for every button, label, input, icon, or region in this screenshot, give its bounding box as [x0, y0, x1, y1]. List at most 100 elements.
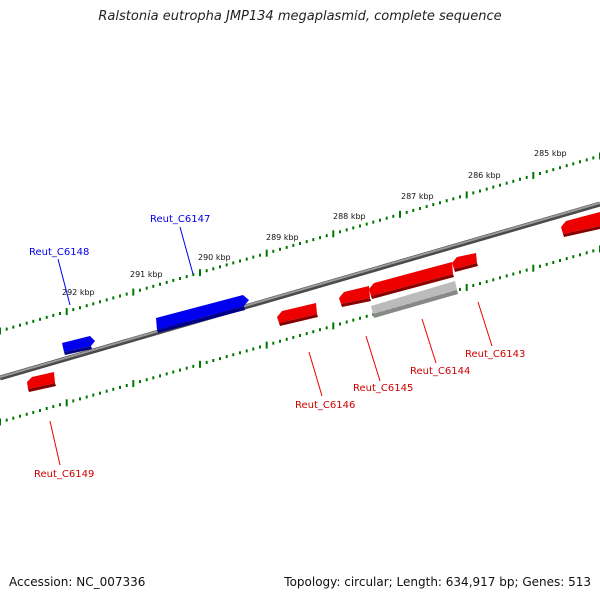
- inner-minor-tick: [245, 349, 248, 353]
- outer-minor-tick: [119, 294, 121, 298]
- outer-minor-tick: [252, 255, 255, 259]
- outer-major-tick: [532, 171, 535, 179]
- gene-reut-c6144[interactable]: [369, 262, 454, 299]
- outer-minor-tick: [392, 214, 395, 218]
- inner-minor-tick: [525, 268, 528, 272]
- outer-minor-tick: [59, 312, 61, 315]
- inner-minor-tick: [339, 322, 341, 326]
- leader-line-c6143: [477, 301, 493, 347]
- gene-label-c6146[interactable]: Reut_C6146: [295, 400, 355, 411]
- outer-minor-tick: [372, 220, 375, 224]
- outer-minor-tick: [185, 275, 188, 279]
- inner-minor-tick: [505, 274, 508, 278]
- outer-minor-tick: [172, 278, 175, 282]
- outer-minor-tick: [92, 302, 95, 306]
- outer-minor-tick: [359, 224, 361, 228]
- outer-minor-tick: [165, 280, 168, 284]
- outer-minor-tick: [425, 205, 428, 209]
- inner-scale-ticks: [0, 245, 600, 426]
- scale-label-287: 287 kbp: [401, 192, 434, 201]
- outer-minor-tick: [32, 319, 35, 323]
- inner-minor-tick: [179, 368, 181, 372]
- gene-label-c6145[interactable]: Reut_C6145: [353, 383, 413, 394]
- outer-minor-tick: [99, 300, 101, 304]
- outer-minor-tick: [499, 183, 501, 187]
- inner-minor-tick: [39, 409, 41, 412]
- inner-minor-tick: [212, 359, 215, 362]
- scale-label-286: 286 kbp: [468, 171, 501, 180]
- inner-minor-tick: [205, 360, 208, 364]
- gene-label-c6143[interactable]: Reut_C6143: [465, 349, 525, 360]
- inner-major-tick: [532, 264, 535, 272]
- inner-minor-tick: [219, 357, 221, 361]
- inner-minor-tick: [172, 370, 175, 374]
- gene-label-c6144[interactable]: Reut_C6144: [410, 366, 470, 377]
- inner-minor-tick: [225, 355, 228, 359]
- outer-major-tick: [465, 191, 468, 199]
- outer-minor-tick: [345, 228, 348, 232]
- gene-label-c6148[interactable]: Reut_C6148: [29, 247, 89, 258]
- inner-major-tick: [465, 283, 468, 291]
- inner-major-tick: [0, 418, 1, 426]
- outer-minor-tick: [272, 249, 275, 253]
- outer-minor-tick: [299, 242, 301, 245]
- inner-major-tick: [132, 380, 135, 388]
- outer-minor-tick: [232, 261, 235, 265]
- gene-offscreen-right[interactable]: [561, 212, 600, 237]
- outer-minor-tick: [145, 286, 148, 290]
- inner-minor-tick: [105, 389, 108, 393]
- outer-minor-tick: [385, 216, 388, 220]
- inner-minor-tick: [19, 414, 21, 418]
- outer-minor-tick: [72, 308, 75, 312]
- inner-minor-tick: [579, 253, 581, 257]
- outer-minor-tick: [512, 179, 515, 183]
- outer-minor-tick: [485, 187, 488, 191]
- gene-label-c6149[interactable]: Reut_C6149: [34, 469, 94, 480]
- scale-label-290: 290 kbp: [198, 253, 231, 262]
- gene-label-c6147[interactable]: Reut_C6147: [150, 214, 210, 225]
- inner-minor-tick: [345, 320, 348, 324]
- outer-minor-tick: [205, 269, 208, 273]
- scale-label-291: 291 kbp: [130, 270, 163, 279]
- inner-minor-tick: [12, 416, 15, 420]
- outer-minor-tick: [245, 257, 248, 261]
- gene-reut-c6147[interactable]: [156, 295, 249, 333]
- outer-minor-tick: [432, 203, 435, 207]
- outer-minor-tick: [565, 164, 568, 168]
- inner-minor-tick: [72, 399, 75, 403]
- outer-minor-tick: [139, 288, 141, 292]
- inner-minor-tick: [519, 270, 521, 274]
- outer-minor-tick: [25, 321, 28, 325]
- inner-minor-tick: [472, 284, 475, 287]
- outer-minor-tick: [179, 277, 181, 280]
- inner-minor-tick: [512, 272, 515, 276]
- inner-minor-tick: [492, 278, 495, 282]
- outer-minor-tick: [105, 298, 108, 302]
- gene-reut-c6149[interactable]: [27, 372, 56, 392]
- outer-minor-tick: [319, 236, 321, 240]
- outer-major-tick: [399, 210, 401, 218]
- outer-major-tick: [65, 308, 68, 316]
- leader-line-c6145: [365, 335, 381, 382]
- outer-minor-tick: [292, 243, 295, 247]
- inner-minor-tick: [139, 380, 141, 384]
- inner-minor-tick: [185, 366, 188, 370]
- inner-minor-tick: [292, 335, 295, 339]
- feature-grey[interactable]: [371, 281, 458, 318]
- inner-minor-tick: [539, 264, 541, 268]
- gene-reut-c6146[interactable]: [277, 303, 318, 326]
- gene-reut-c6148[interactable]: [62, 336, 95, 355]
- gene-reut-c6143[interactable]: [452, 253, 478, 272]
- inner-minor-tick: [585, 251, 588, 255]
- outer-minor-tick: [5, 327, 8, 331]
- outer-minor-tick: [479, 189, 481, 193]
- outer-minor-tick: [379, 218, 381, 222]
- inner-minor-tick: [359, 316, 361, 320]
- outer-minor-tick: [159, 282, 161, 286]
- inner-minor-tick: [285, 337, 288, 341]
- gene-reut-c6145[interactable]: [339, 286, 371, 307]
- inner-minor-tick: [119, 385, 121, 389]
- leader-line-c6147: [179, 226, 194, 275]
- outer-scale-ticks: [0, 152, 600, 335]
- outer-minor-tick: [279, 247, 281, 251]
